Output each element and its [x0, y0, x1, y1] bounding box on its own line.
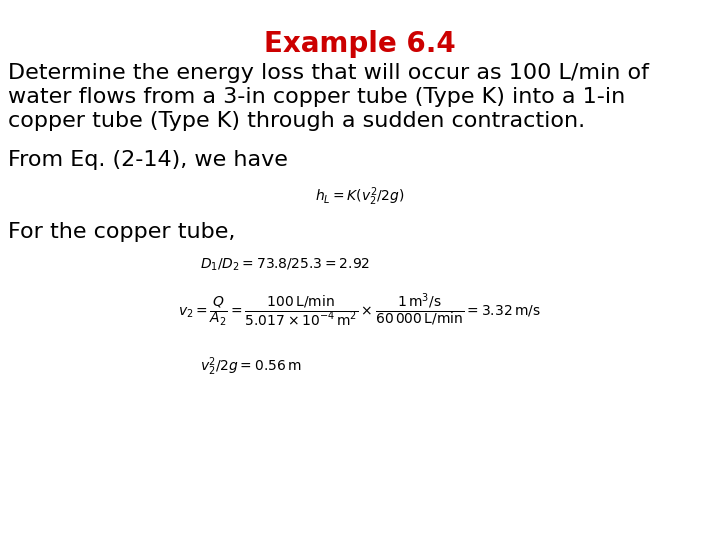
Text: water flows from a 3-in copper tube (Type K) into a 1-in: water flows from a 3-in copper tube (Typ…	[8, 87, 625, 107]
Text: Determine the energy loss that will occur as 100 L/min of: Determine the energy loss that will occu…	[8, 63, 649, 83]
Text: Example 6.4: Example 6.4	[264, 30, 456, 58]
Text: copper tube (Type K) through a sudden contraction.: copper tube (Type K) through a sudden co…	[8, 111, 585, 131]
Text: $v_2^2/2g = 0.56\,\mathrm{m}$: $v_2^2/2g = 0.56\,\mathrm{m}$	[200, 355, 302, 377]
Text: For the copper tube,: For the copper tube,	[8, 222, 235, 242]
Text: $D_1/D_2 = 73.8/25.3 = 2.92$: $D_1/D_2 = 73.8/25.3 = 2.92$	[200, 257, 370, 273]
Text: $v_2 = \dfrac{Q}{A_2} = \dfrac{100\,\mathrm{L/min}}{5.017 \times 10^{-4}\,\mathr: $v_2 = \dfrac{Q}{A_2} = \dfrac{100\,\mat…	[179, 292, 541, 329]
Text: From Eq. (2-14), we have: From Eq. (2-14), we have	[8, 150, 288, 170]
Text: $h_L = K(v_2^2/2g)$: $h_L = K(v_2^2/2g)$	[315, 185, 405, 207]
